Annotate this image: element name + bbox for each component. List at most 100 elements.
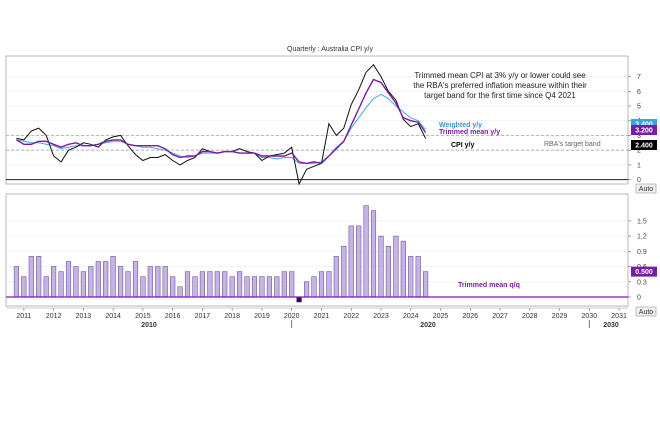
top-badge-2: [631, 140, 657, 150]
bar-21: [170, 276, 176, 298]
x-tick-label-9: 2020: [284, 313, 300, 320]
x-tick-label-4: 2015: [135, 313, 151, 320]
bar-1: [21, 276, 27, 298]
bottom-auto-button[interactable]: Auto: [635, 306, 657, 317]
x-tick-label-11: 2022: [343, 313, 359, 320]
bottom-auto-button-label[interactable]: Auto: [639, 309, 654, 316]
bar-15: [125, 271, 131, 298]
bar-31: [244, 276, 250, 298]
bar-49: [378, 235, 384, 298]
series-label-1: Trimmed mean y/y: [439, 129, 500, 136]
bottom-ytick-label-3: 0.9: [637, 249, 647, 256]
bar-27: [214, 271, 220, 298]
bar-8: [73, 266, 79, 298]
top-badge-1: [631, 125, 657, 135]
bar-30: [237, 271, 243, 298]
x-tick-label-17: 2028: [522, 313, 538, 320]
bar-10: [88, 266, 94, 298]
x-tick-label-18: 2029: [552, 313, 568, 320]
bottom-ytick-label-4: 1.2: [637, 234, 647, 241]
top-badge-0: [631, 119, 657, 129]
top-ytick-label-0: 0: [637, 177, 641, 184]
bar-50: [385, 245, 391, 298]
bar-26: [207, 271, 213, 298]
bar-43: [333, 256, 339, 298]
bar-46: [356, 225, 362, 298]
bottom-gridlines: [6, 220, 628, 283]
x-tick-label-13: 2024: [403, 313, 419, 320]
top-series-lines: [16, 64, 427, 186]
bar-41: [318, 271, 325, 298]
bottom-ytick-label-5: 1.5: [637, 218, 647, 225]
top-ytick-label-3: 3: [637, 133, 641, 140]
bar-19: [155, 266, 161, 298]
x-tick-label-12: 2023: [373, 313, 389, 320]
bar-0: [13, 266, 19, 298]
band-label: RBA's target band: [544, 141, 601, 148]
x-tick-label-8: 2019: [254, 313, 270, 320]
x-tick-label-14: 2025: [433, 313, 449, 320]
x-tick-label-3: 2014: [105, 313, 121, 320]
bar-12: [103, 261, 109, 298]
top-ytick-label-5: 5: [637, 104, 641, 111]
bar-4: [43, 276, 49, 298]
bar-29: [229, 276, 235, 298]
bottom-panel: Trimmed mean q/q 00.30.60.91.21.5 0.500 …: [5, 193, 657, 317]
bar-44: [341, 245, 347, 298]
chart-title: Quarterly : Australia CPI y/y: [287, 46, 373, 53]
bar-17: [140, 276, 146, 298]
bottom-plot-frame: [5, 193, 629, 307]
target-band: [6, 135, 628, 151]
bar-28: [222, 271, 228, 298]
bottom-badge-label: 0.500: [635, 269, 653, 276]
x-tick-label-7: 2018: [224, 313, 240, 320]
bar-32: [251, 276, 258, 298]
annotation-line-1: Trimmed mean CPI at 3% y/y or lower coul…: [414, 71, 586, 80]
decade-label-1: 2020: [420, 322, 436, 329]
top-ytick-label-1: 1: [637, 162, 641, 169]
bar-53: [408, 256, 414, 298]
series-line-1: [16, 78, 427, 165]
top-auto-button-bg[interactable]: [635, 183, 657, 194]
x-tick-label-5: 2016: [165, 313, 181, 320]
series-label-2: CPI y/y: [451, 142, 474, 149]
x-axis: 2011 2012 2013 2014 2015 2016 2017 2018 2019 2020…: [6, 307, 628, 329]
x-tick-label-19: 2030: [582, 313, 598, 320]
bar-38: [296, 296, 302, 303]
bar-51: [393, 235, 399, 298]
x-tick-label-10: 2021: [314, 313, 330, 320]
top-panel: Trimmed mean CPI at 3% y/y or lower coul…: [5, 55, 657, 194]
bottom-auto-button-bg[interactable]: [635, 306, 657, 317]
bar-52: [400, 240, 406, 298]
x-tick-label-6: 2017: [195, 313, 211, 320]
bottom-badge: [631, 266, 657, 277]
top-auto-button-label[interactable]: Auto: [639, 186, 654, 193]
bottom-ytick-label-0: 0: [637, 295, 641, 302]
bar-14: [118, 266, 124, 298]
annotation-line-2: the RBA's preferred inflation measure wi…: [413, 81, 587, 90]
decade-label-0: 2010: [141, 322, 157, 329]
x-tick-label-20: 2031: [611, 313, 627, 320]
bottom-ytick-label-1: 0.3: [637, 279, 647, 286]
bar-13: [110, 256, 116, 298]
bar-45: [348, 225, 354, 298]
bar-7: [65, 261, 72, 298]
bar-18: [147, 266, 153, 298]
bar-11: [95, 261, 101, 298]
bar-34: [266, 276, 272, 298]
top-auto-button[interactable]: Auto: [635, 183, 657, 194]
bar-33: [259, 276, 265, 298]
bar-5: [51, 266, 57, 298]
bar-16: [132, 261, 139, 298]
bar-9: [80, 271, 86, 298]
decade-label-2: 2030: [603, 322, 619, 329]
bar-37: [289, 271, 295, 298]
top-ytick-label-2: 2: [637, 148, 641, 155]
top-ytick-label-7: 7: [637, 74, 641, 81]
bar-2: [28, 256, 34, 298]
bar-23: [184, 271, 191, 298]
bottom-value-badge: 0.500: [631, 266, 657, 277]
